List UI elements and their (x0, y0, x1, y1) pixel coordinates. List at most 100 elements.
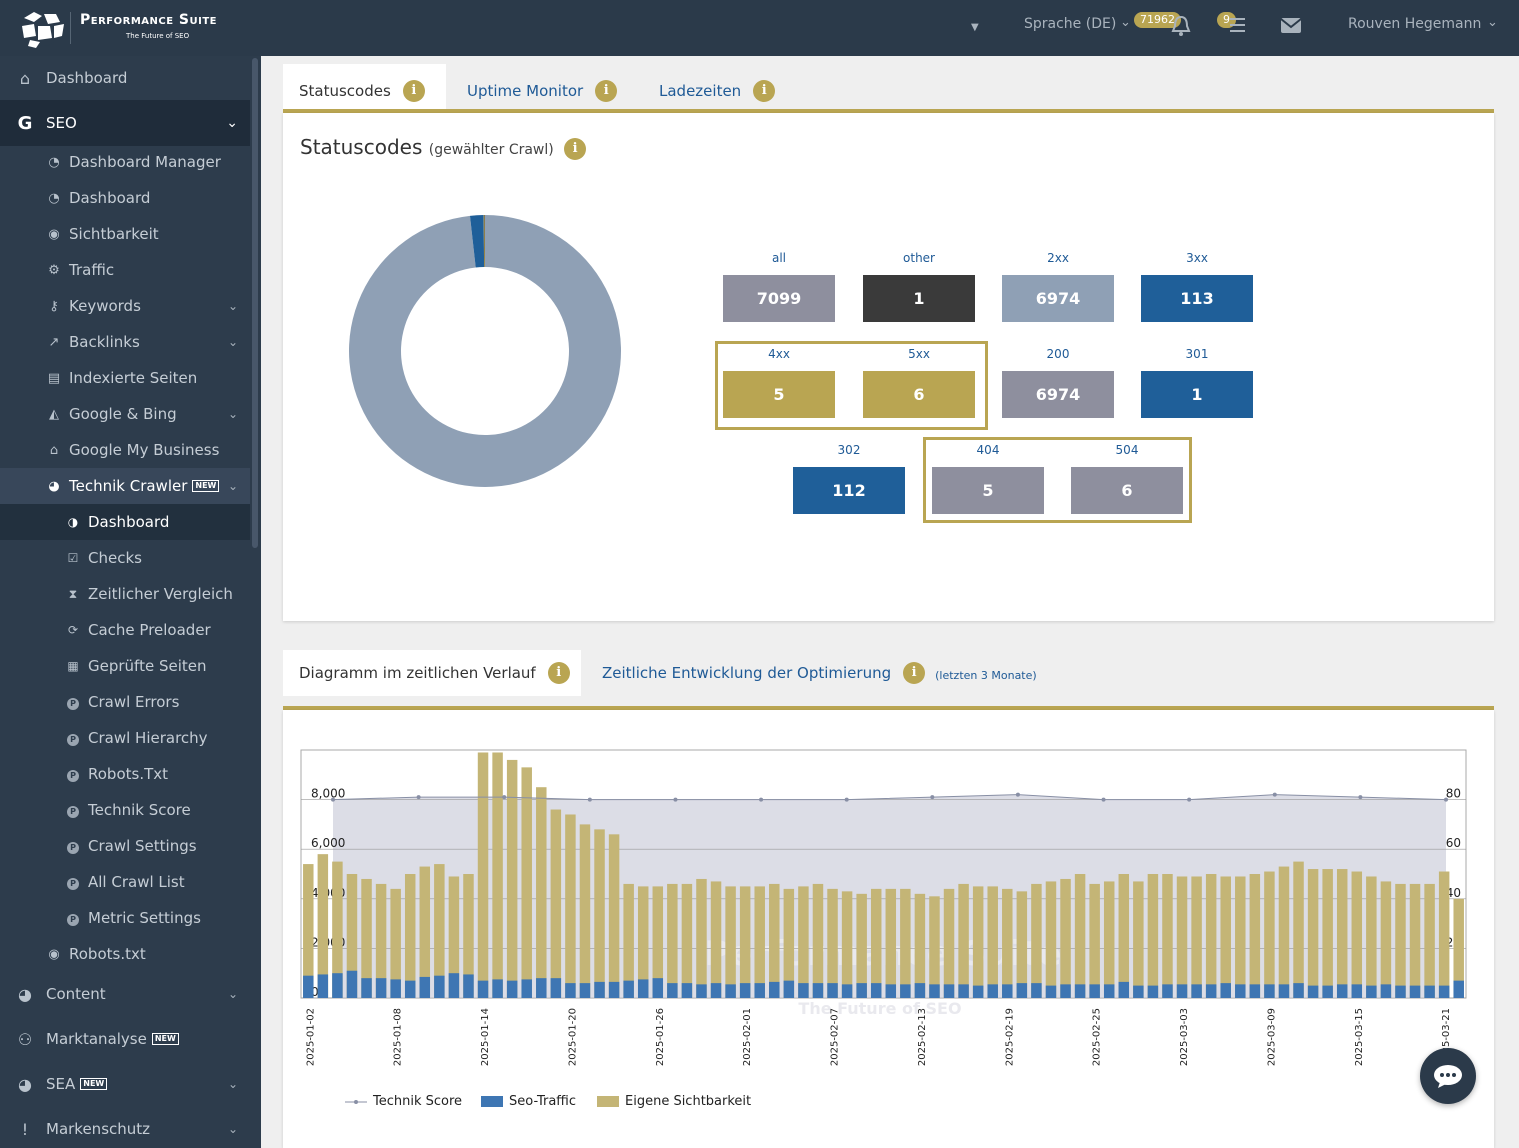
bar-sichtbarkeit[interactable] (390, 888, 401, 998)
bar-sichtbarkeit[interactable] (1147, 874, 1159, 998)
sidebar-item-dashboard[interactable]: ⌂ Dashboard (0, 56, 250, 100)
bar-seo-traffic[interactable] (375, 978, 387, 998)
bar-sichtbarkeit[interactable] (1133, 881, 1144, 998)
sidebar-item-dashboard-manager[interactable]: ◔ Dashboard Manager (0, 144, 250, 180)
bar-sichtbarkeit[interactable] (594, 829, 605, 998)
tab-ladezeiten[interactable]: Ladezeiten i (643, 64, 793, 118)
bar-sichtbarkeit[interactable] (404, 874, 416, 998)
bar-sichtbarkeit[interactable] (1118, 874, 1130, 998)
technik-score-point[interactable] (673, 797, 678, 802)
bar-seo-traffic[interactable] (696, 984, 707, 998)
tasks-list-icon[interactable] (1224, 16, 1246, 34)
bar-seo-traffic[interactable] (463, 974, 474, 998)
bar-sichtbarkeit[interactable] (667, 883, 678, 998)
sidebar-item-marktanalyse[interactable]: ⚇ Marktanalyse NEW (0, 1017, 250, 1061)
bar-seo-traffic[interactable] (1351, 984, 1363, 998)
bar-seo-traffic[interactable] (608, 981, 620, 998)
sidebar-item-keywords[interactable]: ⚷ Keywords ⌄ (0, 288, 250, 324)
technik-score-point[interactable] (587, 797, 592, 802)
bar-seo-traffic[interactable] (1191, 984, 1202, 998)
bar-seo-traffic[interactable] (332, 973, 343, 998)
bar-sichtbarkeit[interactable] (754, 886, 765, 998)
stat-box-301[interactable]: 1 (1141, 371, 1253, 418)
bar-sichtbarkeit[interactable] (579, 824, 591, 998)
stat-box-2xx[interactable]: 6974 (1002, 275, 1114, 322)
sidebar-item-traffic[interactable]: ⚙ Traffic (0, 252, 250, 288)
bar-sichtbarkeit[interactable] (1293, 861, 1304, 998)
mail-icon[interactable] (1280, 17, 1302, 34)
bar-seo-traffic[interactable] (914, 983, 926, 998)
bar-seo-traffic[interactable] (812, 983, 824, 998)
bar-sichtbarkeit[interactable] (958, 883, 969, 998)
bar-seo-traffic[interactable] (769, 981, 780, 998)
bar-seo-traffic[interactable] (448, 973, 460, 998)
bar-seo-traffic[interactable] (739, 983, 751, 998)
bar-seo-traffic[interactable] (710, 983, 722, 998)
donut-slice-3xx[interactable] (469, 215, 485, 268)
sidebar-item-seo[interactable]: G SEO ⌄ (0, 100, 250, 146)
sidebar-item-google-bing[interactable]: ◭ Google & Bing ⌄ (0, 396, 250, 432)
bar-sichtbarkeit[interactable] (972, 886, 984, 998)
bar-seo-traffic[interactable] (1002, 984, 1013, 998)
bar-sichtbarkeit[interactable] (361, 878, 372, 998)
sidebar-item-crawl-hierarchy[interactable]: P Crawl Hierarchy (0, 720, 250, 756)
bar-sichtbarkeit[interactable] (1395, 883, 1406, 998)
technik-score-point[interactable] (844, 797, 849, 802)
technik-score-point[interactable] (416, 795, 421, 800)
bar-seo-traffic[interactable] (1176, 984, 1188, 998)
bar-sichtbarkeit[interactable] (1191, 876, 1202, 998)
technik-score-point[interactable] (502, 795, 507, 800)
bar-sichtbarkeit[interactable] (841, 891, 853, 998)
bar-seo-traffic[interactable] (623, 980, 634, 998)
chevron-down-icon[interactable]: ⌄ (227, 479, 238, 493)
technik-score-point[interactable] (1444, 797, 1448, 802)
info-icon[interactable]: i (595, 80, 618, 102)
bar-seo-traffic[interactable] (725, 984, 736, 998)
bar-sichtbarkeit[interactable] (987, 886, 998, 998)
bar-sichtbarkeit[interactable] (652, 886, 664, 998)
bar-seo-traffic[interactable] (1453, 980, 1464, 998)
caret-down-icon[interactable]: ▼ (971, 22, 979, 33)
bar-sichtbarkeit[interactable] (565, 814, 576, 998)
bar-seo-traffic[interactable] (521, 979, 532, 998)
bar-sichtbarkeit[interactable] (681, 883, 693, 998)
bar-seo-traffic[interactable] (783, 980, 795, 998)
bar-sichtbarkeit[interactable] (434, 864, 445, 998)
info-icon[interactable]: i (547, 662, 570, 684)
bar-seo-traffic[interactable] (565, 983, 576, 998)
bar-seo-traffic[interactable] (987, 984, 998, 998)
chevron-down-icon[interactable]: ⌄ (227, 987, 238, 1001)
sidebar-item-crawl-errors[interactable]: P Crawl Errors (0, 684, 250, 720)
bar-sichtbarkeit[interactable] (608, 834, 620, 998)
bar-seo-traffic[interactable] (1016, 983, 1028, 998)
stat-box-5xx[interactable]: 6 (863, 371, 975, 418)
bar-sichtbarkeit[interactable] (856, 893, 867, 998)
bar-sichtbarkeit[interactable] (812, 883, 824, 998)
bar-sichtbarkeit[interactable] (1031, 883, 1042, 998)
chevron-down-icon[interactable]: ⌄ (226, 115, 238, 131)
sidebar-item-technik-crawler[interactable]: ◕ Technik Crawler NEW ⌄ (0, 468, 250, 504)
stat-box-4xx[interactable]: 5 (723, 371, 835, 418)
bar-sichtbarkeit[interactable] (1074, 874, 1086, 998)
technik-score-point[interactable] (759, 797, 764, 802)
sidebar-scrollbar-thumb[interactable] (252, 58, 258, 548)
bar-seo-traffic[interactable] (1133, 985, 1144, 998)
bar-sichtbarkeit[interactable] (1002, 888, 1013, 998)
stat-box-302[interactable]: 112 (793, 467, 905, 514)
bar-sichtbarkeit[interactable] (1103, 881, 1115, 998)
technik-score-point[interactable] (930, 795, 935, 800)
user-menu[interactable]: Rouven Hegemann (1348, 16, 1482, 32)
sidebar-item-crawler-dashboard[interactable]: ◑ Dashboard (0, 504, 250, 540)
legend-seo-traffic[interactable]: Seo-Traffic (481, 1094, 576, 1109)
sidebar-item-sichtbarkeit[interactable]: ◉ Sichtbarkeit (0, 216, 250, 252)
bar-seo-traffic[interactable] (885, 984, 897, 998)
bar-sichtbarkeit[interactable] (1322, 869, 1333, 998)
stat-box-200[interactable]: 6974 (1002, 371, 1114, 418)
bar-sichtbarkeit[interactable] (1453, 898, 1464, 998)
tab-uptime-monitor[interactable]: Uptime Monitor i (451, 64, 626, 118)
bar-seo-traffic[interactable] (1103, 984, 1115, 998)
chevron-down-icon[interactable]: ⌄ (227, 1077, 238, 1091)
bar-seo-traffic[interactable] (317, 974, 329, 998)
stat-box-other[interactable]: 1 (863, 275, 975, 322)
donut-slice-other[interactable] (483, 215, 485, 268)
